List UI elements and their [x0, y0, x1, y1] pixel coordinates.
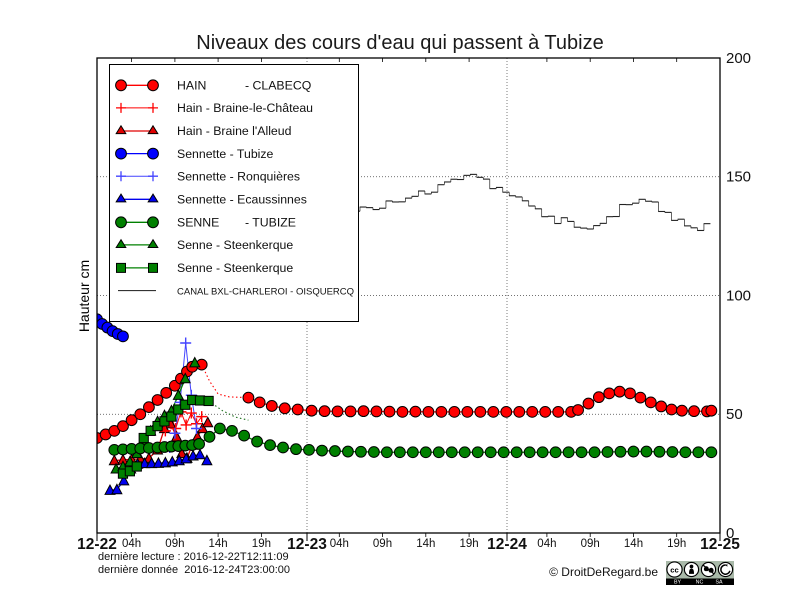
svg-text:Sennette - Tubize: Sennette - Tubize — [177, 147, 274, 161]
svg-text:HAIN: HAIN — [177, 79, 206, 93]
svg-text:SENNE: SENNE — [177, 216, 219, 230]
svg-text:SA: SA — [715, 579, 723, 585]
svg-text:Hain - Braine l'Alleud: Hain - Braine l'Alleud — [177, 124, 292, 138]
svg-text:- TUBIZE: - TUBIZE — [245, 216, 296, 230]
svg-text:Senne - Steenkerque: Senne - Steenkerque — [177, 238, 293, 252]
svg-text:BY: BY — [674, 579, 682, 585]
svg-text:CANAL BXL-CHARLEROI - OISQUER: CANAL BXL-CHARLEROI - OISQUERCQ — [177, 287, 354, 298]
svg-text:NC: NC — [696, 579, 704, 585]
svg-text:cc: cc — [670, 566, 678, 575]
svg-text:Sennette - Ronquières: Sennette - Ronquières — [177, 169, 300, 183]
svg-text:Hain - Braine-le-Château: Hain - Braine-le-Château — [177, 101, 313, 115]
svg-text:Sennette - Ecaussinnes: Sennette - Ecaussinnes — [177, 193, 307, 207]
svg-text:Senne - Steenkerque: Senne - Steenkerque — [177, 261, 293, 275]
svg-text:- CLABECQ: - CLABECQ — [245, 79, 311, 93]
